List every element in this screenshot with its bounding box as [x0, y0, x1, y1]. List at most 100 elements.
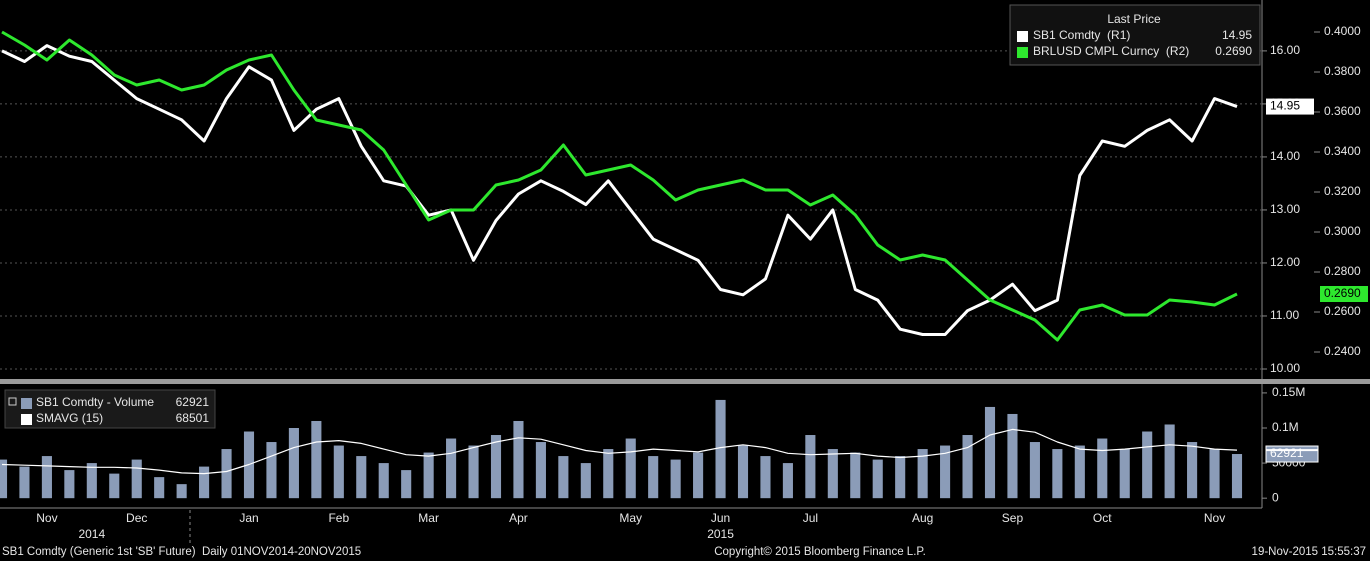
legend-box	[1009, 4, 1261, 66]
y2-tick-label: 0.3800	[1324, 64, 1361, 78]
bar	[1164, 424, 1175, 499]
bar	[962, 435, 973, 499]
bar	[827, 449, 838, 499]
x-tick-label: Jan	[239, 511, 258, 525]
year-label: 2015	[707, 527, 734, 541]
bar	[535, 442, 546, 499]
line	[1, 30, 1238, 342]
y-tick-label: 16.00	[1270, 43, 1300, 57]
bar	[266, 442, 277, 499]
y2-tick-label: 0.4000	[1324, 24, 1361, 38]
bar	[580, 463, 591, 499]
bar	[805, 435, 816, 499]
bar	[1007, 413, 1018, 499]
bar	[446, 438, 457, 499]
y2-tick-label: 0.3200	[1324, 184, 1361, 198]
bar	[64, 470, 75, 499]
bar	[19, 466, 30, 499]
x-tick-label: Nov	[1204, 511, 1225, 525]
x-tick-label: Oct	[1093, 511, 1112, 525]
line	[1, 428, 1238, 475]
y-tick-label: 13.00	[1270, 202, 1300, 216]
x-tick-label: Aug	[912, 511, 933, 525]
bar	[154, 477, 165, 499]
last-value-label: 14.95	[1270, 99, 1300, 113]
x-tick-label: Jun	[711, 511, 730, 525]
bar	[311, 420, 322, 499]
bar	[423, 452, 434, 499]
legend-swatch	[21, 414, 32, 425]
y-tick-label: 0.15M	[1272, 385, 1305, 399]
footer-center: Copyright© 2015 Bloomberg Finance L.P.	[714, 546, 926, 558]
bar	[490, 435, 502, 499]
bar	[558, 456, 569, 499]
legend-value: 68501	[176, 411, 210, 425]
bar	[984, 406, 996, 499]
bar	[872, 459, 883, 499]
bar	[1142, 431, 1153, 499]
bar	[86, 463, 97, 499]
bar	[1209, 449, 1220, 499]
y2-tick-label: 0.3000	[1324, 224, 1361, 238]
bar	[1074, 445, 1085, 499]
x-tick-label: Apr	[509, 511, 528, 525]
x-tick-label: Dec	[126, 511, 147, 525]
line	[1, 44, 1238, 336]
last-value-tag	[1266, 98, 1314, 115]
bar	[401, 470, 412, 499]
legend-swatch	[1017, 47, 1028, 58]
x-tick-label: May	[619, 511, 642, 525]
legend-entry: SMAVG (15)	[36, 411, 103, 425]
bar	[468, 445, 479, 499]
y2-tick-label: 0.3600	[1324, 104, 1361, 118]
bar	[176, 484, 187, 499]
legend-entry: BRLUSD CMPL Curncy (R2)	[1033, 44, 1189, 58]
bar	[1187, 442, 1198, 499]
y2-tick-label: 0.3400	[1324, 144, 1361, 158]
legend-box	[4, 389, 216, 429]
y-tick-label: 10.00	[1270, 361, 1300, 375]
x-tick-label: Jul	[803, 511, 818, 525]
bar	[131, 459, 142, 499]
bar	[199, 466, 210, 499]
bar	[41, 456, 52, 499]
y-tick-label: 12.00	[1270, 255, 1300, 269]
bar	[356, 456, 367, 499]
legend-entry: SB1 Comdty (R1)	[1033, 28, 1130, 42]
bar	[378, 463, 389, 499]
bar	[737, 445, 749, 499]
bar	[1119, 449, 1130, 499]
last-value-tag	[1320, 286, 1368, 302]
panel-divider	[0, 379, 1370, 384]
bar	[670, 459, 681, 499]
y-tick-label: 14.00	[1270, 149, 1300, 163]
footer-right: 19-Nov-2015 15:55:37	[1252, 546, 1366, 558]
bar	[109, 473, 120, 499]
bar	[603, 449, 614, 499]
bar	[288, 428, 299, 499]
legend-entry: SB1 Comdty - Volume	[36, 395, 154, 409]
bar	[0, 459, 8, 499]
bar	[333, 445, 344, 499]
y-tick-label: 11.00	[1270, 308, 1299, 322]
bar	[1231, 454, 1243, 499]
bar	[1097, 438, 1108, 499]
last-value-label: 62921	[1270, 446, 1304, 460]
bar	[917, 449, 928, 499]
bar	[850, 452, 861, 499]
bar	[1052, 449, 1063, 499]
legend-swatch	[1017, 31, 1028, 42]
y-tick-label: 0	[1272, 490, 1279, 504]
bar	[648, 456, 659, 499]
x-tick-label: Nov	[36, 511, 57, 525]
bar	[221, 449, 232, 499]
legend-value: 0.2690	[1215, 44, 1252, 58]
bar	[782, 463, 793, 499]
y-tick-label: 0.1M	[1272, 420, 1299, 434]
bar	[715, 399, 726, 499]
legend-value: 62921	[176, 395, 210, 409]
y2-tick-label: 0.2600	[1324, 304, 1361, 318]
last-value-label: 0.2690	[1324, 286, 1361, 300]
